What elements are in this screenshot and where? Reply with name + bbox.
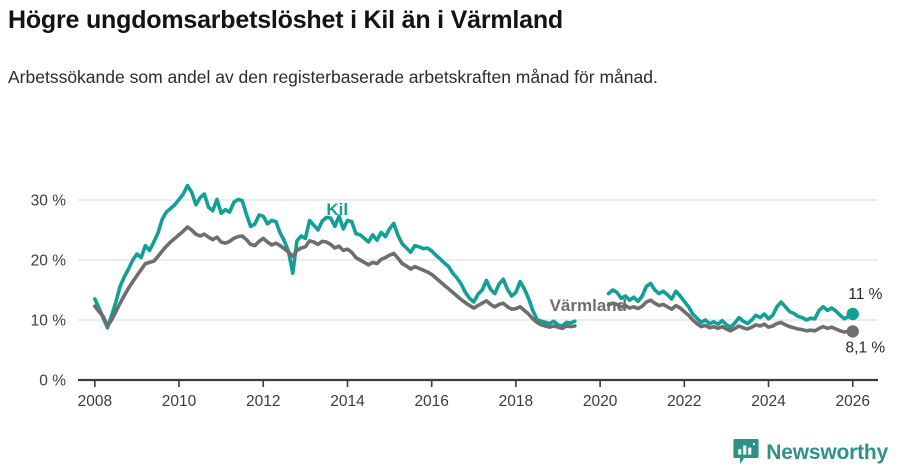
page-subtitle: Arbetssökande som andel av den registerb…	[8, 67, 658, 87]
x-axis-tick-label: 2018	[499, 393, 533, 410]
x-axis-tick-label: 2026	[835, 393, 869, 410]
series-end-marker-kil	[846, 307, 859, 321]
bar-chart-bubble-icon	[733, 439, 759, 465]
varmland-inline-label: Värmland	[550, 296, 627, 315]
page-title: Högre ungdomsarbetslöshet i Kil än i Vär…	[8, 6, 563, 34]
x-axis-tick-label: 2010	[162, 393, 197, 410]
x-axis-tick-label: 2024	[751, 393, 786, 410]
x-axis-tick-label: 2012	[246, 393, 280, 410]
y-axis-tick-label: 30 %	[31, 193, 67, 210]
series-line-v-rmland	[93, 225, 855, 334]
series-line-kil	[93, 183, 855, 330]
x-axis-tick-label: 2022	[667, 393, 701, 410]
newsworthy-logo-text: Newsworthy	[766, 440, 888, 464]
x-axis-tick-label: 2008	[78, 393, 112, 410]
y-axis-tick-label: 10 %	[31, 313, 67, 330]
x-axis-tick-label: 2020	[583, 393, 618, 410]
x-axis-tick-label: 2016	[414, 393, 448, 410]
kil-end-label: 11 %	[848, 286, 882, 303]
y-axis-tick-label: 0 %	[39, 373, 66, 390]
varmland-end-label: 8,1 %	[846, 339, 886, 356]
newsworthy-logo: Newsworthy	[733, 438, 888, 466]
y-axis-tick-label: 20 %	[31, 253, 67, 270]
series-end-marker-v-rmland	[846, 325, 859, 338]
kil-inline-label: Kil	[326, 200, 348, 219]
x-axis-tick-label: 2014	[330, 393, 365, 410]
